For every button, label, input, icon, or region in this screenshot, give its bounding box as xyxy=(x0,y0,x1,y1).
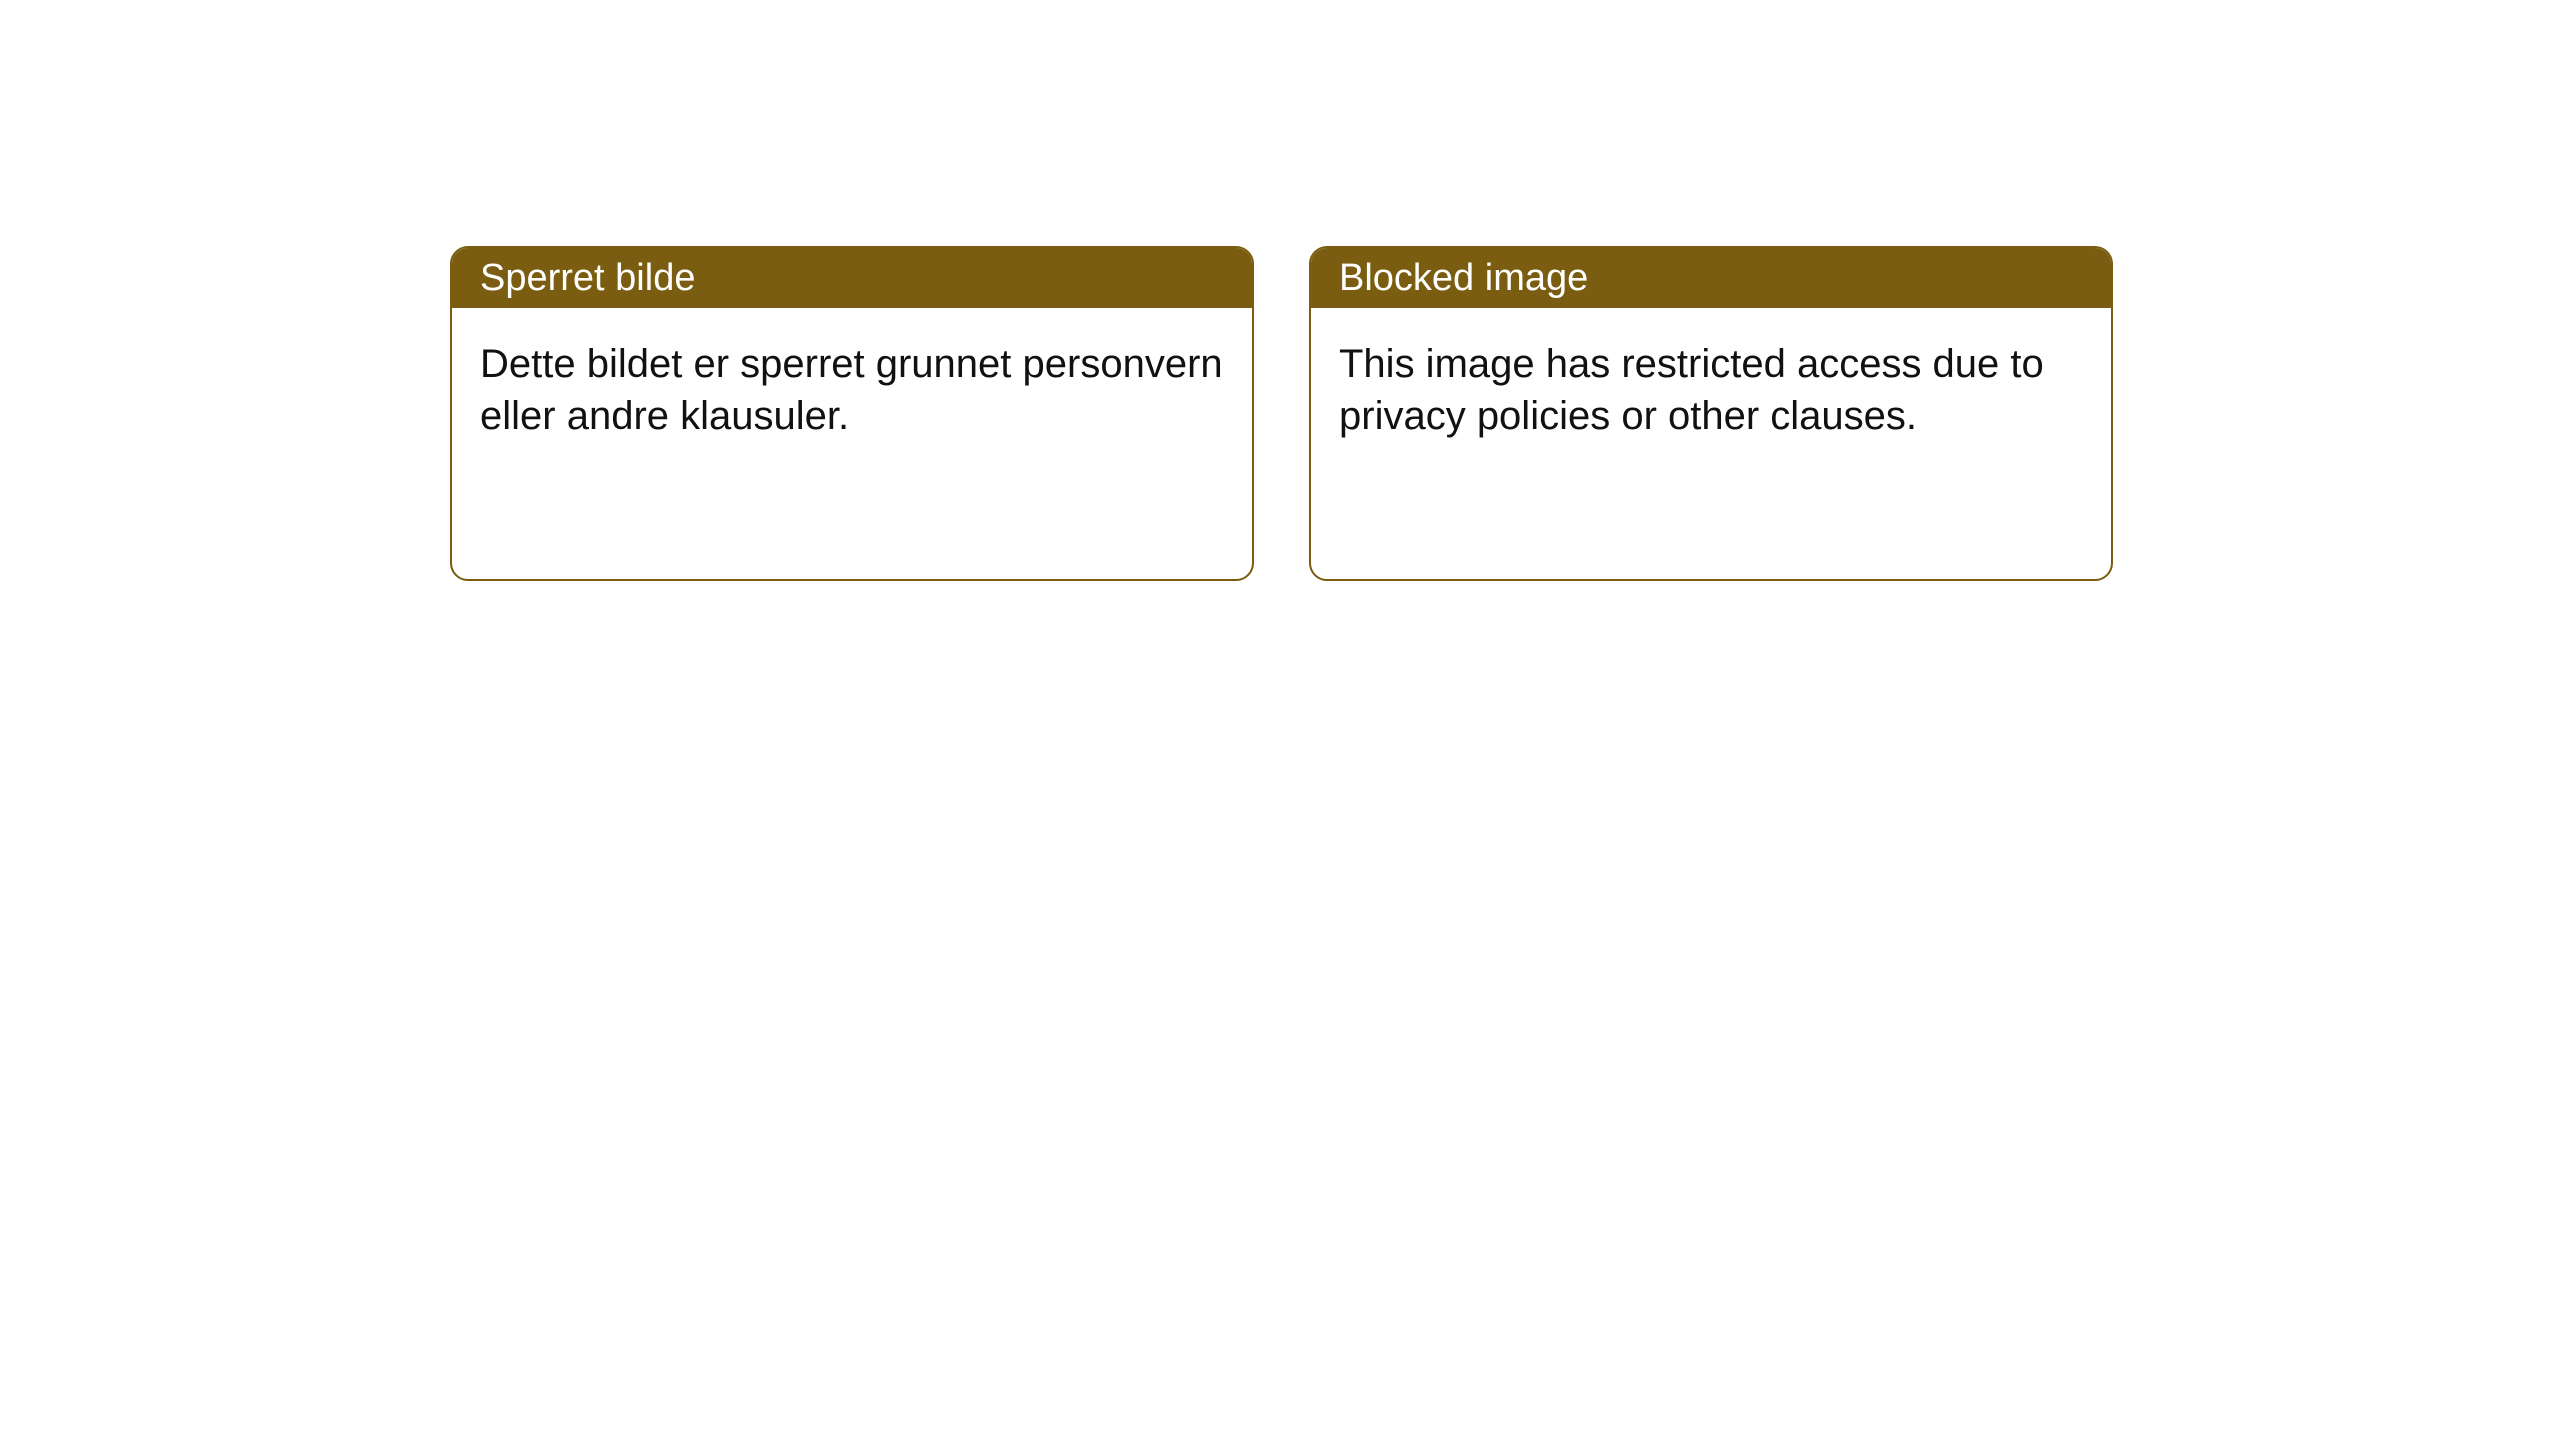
card-title: Sperret bilde xyxy=(480,257,695,300)
card-body: Dette bildet er sperret grunnet personve… xyxy=(452,308,1252,472)
notice-card-english: Blocked image This image has restricted … xyxy=(1309,246,2113,581)
notice-cards-container: Sperret bilde Dette bildet er sperret gr… xyxy=(450,246,2113,581)
card-message: Dette bildet er sperret grunnet personve… xyxy=(480,342,1223,438)
notice-card-norwegian: Sperret bilde Dette bildet er sperret gr… xyxy=(450,246,1254,581)
card-header: Blocked image xyxy=(1311,248,2111,308)
card-message: This image has restricted access due to … xyxy=(1339,342,2044,438)
card-body: This image has restricted access due to … xyxy=(1311,308,2111,472)
card-title: Blocked image xyxy=(1339,257,1588,300)
card-header: Sperret bilde xyxy=(452,248,1252,308)
